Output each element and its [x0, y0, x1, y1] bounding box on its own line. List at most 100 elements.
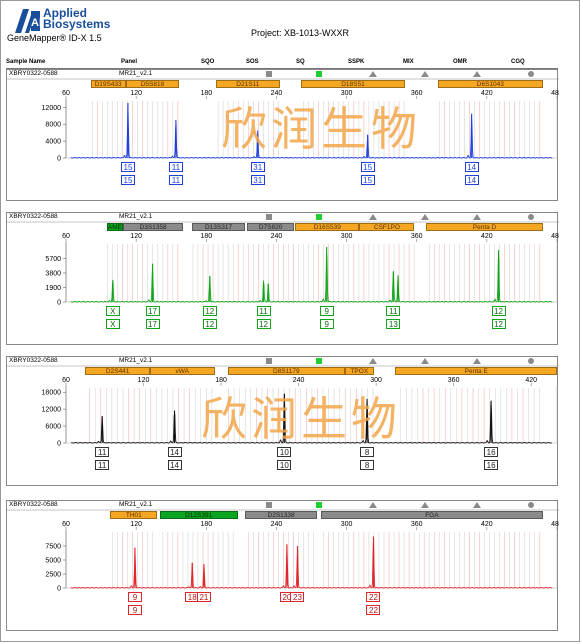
- x-tick-label: 300: [370, 377, 382, 384]
- y-tick-label: 5000: [45, 558, 61, 565]
- allele-call[interactable]: 9: [127, 592, 142, 602]
- locus-d21s11[interactable]: D21S11: [215, 80, 280, 88]
- allele-call[interactable]: 22: [366, 592, 381, 602]
- flag-green-square: [316, 71, 322, 77]
- locus-d5s818[interactable]: D5S818: [125, 80, 180, 88]
- flag-gray-square: [266, 358, 272, 364]
- allele-call[interactable]: 16: [484, 460, 499, 470]
- allele-call[interactable]: 11: [168, 162, 183, 172]
- locus-d3s1358[interactable]: D3S1358: [123, 223, 183, 231]
- x-tick-label: 120: [130, 233, 142, 240]
- allele-call[interactable]: 12: [491, 306, 506, 316]
- allele-call[interactable]: X: [105, 306, 120, 316]
- allele-call[interactable]: 22: [366, 605, 381, 615]
- y-tick-label: 8000: [45, 122, 61, 129]
- locus-d19s433[interactable]: D19S433: [90, 80, 126, 88]
- flag-gray-triangle: [473, 71, 481, 77]
- allele-call[interactable]: 11: [168, 175, 183, 185]
- allele-call[interactable]: 16: [484, 447, 499, 457]
- allele-call[interactable]: 9: [319, 306, 334, 316]
- col-sspk: SSPK: [348, 59, 365, 65]
- y-tick-label: 12000: [42, 105, 62, 112]
- allele-call[interactable]: 13: [386, 319, 401, 329]
- locus-d16s539[interactable]: D16S539: [295, 223, 360, 231]
- allele-call[interactable]: 8: [360, 460, 375, 470]
- allele-call[interactable]: 11: [256, 306, 271, 316]
- allele-call[interactable]: 9: [319, 319, 334, 329]
- x-tick-label: 300: [341, 90, 353, 97]
- locus-d7s820[interactable]: D7S820: [247, 223, 294, 231]
- x-tick-label: 360: [411, 521, 423, 528]
- electropherogram-panel-red: 60 120 180 240 300 360 420 480 0 2500 5000 7500 XBRY…: [6, 500, 559, 631]
- locus-d13s317[interactable]: D13S317: [192, 223, 245, 231]
- locus-d2s1338[interactable]: D2S1338: [244, 511, 318, 519]
- allele-call[interactable]: 15: [360, 162, 375, 172]
- allele-call[interactable]: 12: [256, 319, 271, 329]
- locus-th01[interactable]: TH01: [110, 511, 158, 519]
- flag-gray-square: [266, 214, 272, 220]
- x-tick-label: 480: [551, 90, 559, 97]
- allele-call[interactable]: 31: [250, 175, 265, 185]
- allele-call[interactable]: 14: [464, 162, 479, 172]
- y-tick-label: 1900: [45, 285, 61, 292]
- locus-tpox[interactable]: TPOX: [345, 367, 374, 375]
- locus-fga[interactable]: FGA: [320, 511, 543, 519]
- x-tick-label: 180: [200, 521, 212, 528]
- allele-call[interactable]: 14: [167, 447, 182, 457]
- allele-call[interactable]: 14: [167, 460, 182, 470]
- allele-call[interactable]: 17: [145, 306, 160, 316]
- allele-call[interactable]: 10: [277, 460, 292, 470]
- x-tick-label: 120: [138, 377, 150, 384]
- locus-penta-e[interactable]: Penta E: [395, 367, 557, 375]
- allele-call[interactable]: 10: [277, 447, 292, 457]
- project-title: Project: XB-1013-WXXR: [251, 28, 350, 38]
- flag-gray-triangle: [369, 71, 377, 77]
- locus-d12s391[interactable]: D12S391: [159, 511, 238, 519]
- allele-call[interactable]: 15: [360, 175, 375, 185]
- locus-d8s1179[interactable]: D8S1179: [227, 367, 346, 375]
- electropherogram-svg: 60 120 180 240 300 360 420 480 0 1900 3800 5700: [7, 214, 559, 307]
- locus-penta-d[interactable]: Penta D: [426, 223, 543, 231]
- x-tick-label: 60: [62, 521, 70, 528]
- signal-trace: [70, 537, 553, 589]
- y-tick-label: 2500: [45, 572, 61, 579]
- allele-call[interactable]: 12: [202, 306, 217, 316]
- allele-call[interactable]: 15: [120, 162, 135, 172]
- locus-csf1po[interactable]: CSF1PO: [359, 223, 415, 231]
- allele-call[interactable]: 11: [386, 306, 401, 316]
- software-version: GeneMapper® ID-X 1.5: [7, 33, 102, 43]
- x-tick-label: 120: [130, 90, 142, 97]
- allele-call[interactable]: 11: [95, 447, 110, 457]
- y-tick-label: 0: [57, 156, 61, 163]
- locus-vwa[interactable]: vWA: [149, 367, 215, 375]
- allele-call[interactable]: 12: [202, 319, 217, 329]
- flag-green-square: [316, 214, 322, 220]
- x-tick-label: 360: [448, 377, 460, 384]
- allele-call[interactable]: 23: [290, 592, 305, 602]
- allele-call[interactable]: 31: [250, 162, 265, 172]
- locus-amel[interactable]: AMEL: [106, 223, 124, 231]
- allele-call[interactable]: 21: [196, 592, 211, 602]
- electropherogram-panel-green: 60 120 180 240 300 360 420 480 0 1900 3800 5700 XBRY…: [6, 212, 559, 345]
- locus-d6s1043[interactable]: D6S1043: [437, 80, 543, 88]
- panel-name: MR21_v2.1: [119, 213, 153, 220]
- allele-call[interactable]: 11: [95, 460, 110, 470]
- flag-green-square: [316, 358, 322, 364]
- allele-call[interactable]: X: [105, 319, 120, 329]
- allele-call[interactable]: 8: [360, 447, 375, 457]
- x-tick-label: 300: [341, 521, 353, 528]
- allele-call[interactable]: 17: [145, 319, 160, 329]
- x-tick-label: 180: [215, 377, 227, 384]
- locus-d2s441[interactable]: D2S441: [85, 367, 150, 375]
- flag-gray-square: [266, 71, 272, 77]
- flag-gray-triangle: [421, 502, 429, 508]
- flag-gray-triangle: [369, 214, 377, 220]
- allele-call[interactable]: 9: [127, 605, 142, 615]
- locus-d18s51[interactable]: D18S51: [300, 80, 405, 88]
- allele-call[interactable]: 15: [120, 175, 135, 185]
- allele-call[interactable]: 14: [464, 175, 479, 185]
- flag-gray-triangle: [473, 358, 481, 364]
- flag-gray-circle: [528, 502, 534, 508]
- allele-call[interactable]: 12: [491, 319, 506, 329]
